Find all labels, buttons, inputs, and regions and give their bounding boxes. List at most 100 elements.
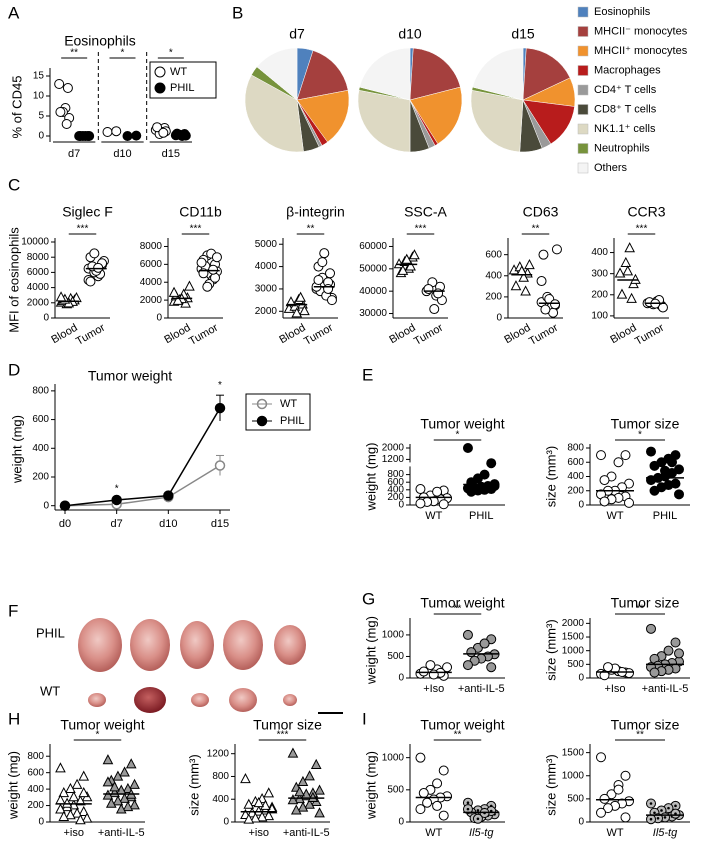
legend-label: Others [594,162,628,174]
y-tick-label: 400 [567,471,584,482]
x-tick-label: +iso [64,827,85,839]
data-point [260,799,271,810]
data-point [462,629,473,640]
data-point [180,130,191,141]
data-point [405,260,416,271]
legend-label: MHCII⁺ monocytes [594,45,688,57]
significance: * [456,430,460,441]
data-point [667,457,677,468]
legend-label: Macrophages [594,64,661,76]
y-tick-label: 500 [387,784,404,795]
data-point [256,811,268,822]
data-point [319,248,330,259]
data-point [71,807,83,818]
y-tick-label: 400 [32,443,49,454]
y-tick-label: 10000 [21,237,49,248]
data-point [240,773,251,784]
legend-marker [154,66,166,78]
row-label: WT [40,683,60,698]
y-tick-label: 15 [33,71,45,82]
data-point [603,803,613,814]
data-point [125,758,137,769]
data-point [540,304,551,315]
data-point [325,268,336,279]
tumor-photo [180,621,214,669]
data-point [472,813,483,824]
panel-label: E [362,365,373,384]
data-point [243,798,255,809]
data-point [202,281,213,292]
y-tick-label: 0 [223,817,229,828]
y-tick-label: 800 [32,386,49,397]
data-point [606,789,617,800]
x-tick-label: Tumor [187,322,220,348]
y-axis-label: weight (mg) [5,751,20,820]
y-tick-label: 800 [387,469,404,480]
data-point [75,131,86,141]
data-point [415,752,426,763]
y-tick-label: 1000 [562,770,585,781]
data-point [486,662,497,673]
y-axis-label: size (mm³) [186,754,201,815]
panel-label: C [8,175,20,194]
data-point [122,800,134,812]
data-point [674,648,684,659]
x-tick-label: d10 [159,518,177,530]
x-tick-label: Tumor [302,322,335,348]
x-tick-label: +iso [249,827,270,839]
x-tick-label: PHIL [469,510,493,522]
data-point [462,660,473,671]
data-point [105,797,117,808]
tumor-photo [134,687,166,713]
point-dot [663,816,667,819]
data-point [168,286,180,297]
x-tick-label: d7 [68,148,80,160]
point-dot [674,804,677,808]
y-tick-label: 50000 [359,263,387,274]
y-tick-label: 300 [591,268,608,279]
data-point [263,787,275,798]
significance: ** [307,224,315,235]
y-tick-label: 0 [43,500,49,511]
legend-box [245,393,311,431]
legend-swatch [577,162,589,174]
data-point [646,623,656,634]
data-point [243,813,255,824]
data-point [415,484,426,495]
tumor-photo [130,619,170,671]
data-point [418,788,429,799]
significance: * [218,380,222,391]
y-tick-label: 5000 [255,239,278,250]
data-point [326,295,337,306]
data-point [172,294,184,305]
y-tick-label: 800 [567,443,584,454]
data-point [291,307,303,318]
data-point [613,784,624,795]
y-tick-label: 0 [578,817,584,828]
panel-label: B [232,3,243,22]
significance: * [115,483,119,494]
data-point [622,265,634,276]
legend-label: WT [170,66,187,78]
pie-slice [296,89,350,143]
data-point [62,83,73,93]
point-dot [656,817,660,820]
data-point [129,778,140,789]
data-point [297,801,309,812]
tumor-photo [78,618,122,672]
y-tick-label: 2000 [382,443,405,454]
data-point [624,497,634,508]
data-point [253,796,265,808]
y-tick-label: 1200 [207,748,230,759]
legend-swatch [577,65,589,76]
data-point [409,249,420,260]
y-tick-label: 400 [212,794,229,805]
data-point [423,283,434,294]
legend-swatch [577,143,589,154]
data-point [462,804,473,815]
pie-slice [357,89,411,153]
y-tick-label: 2000 [255,306,278,317]
y-tick-label: 4000 [27,282,50,293]
data-point [102,127,113,137]
data-point [536,276,547,287]
